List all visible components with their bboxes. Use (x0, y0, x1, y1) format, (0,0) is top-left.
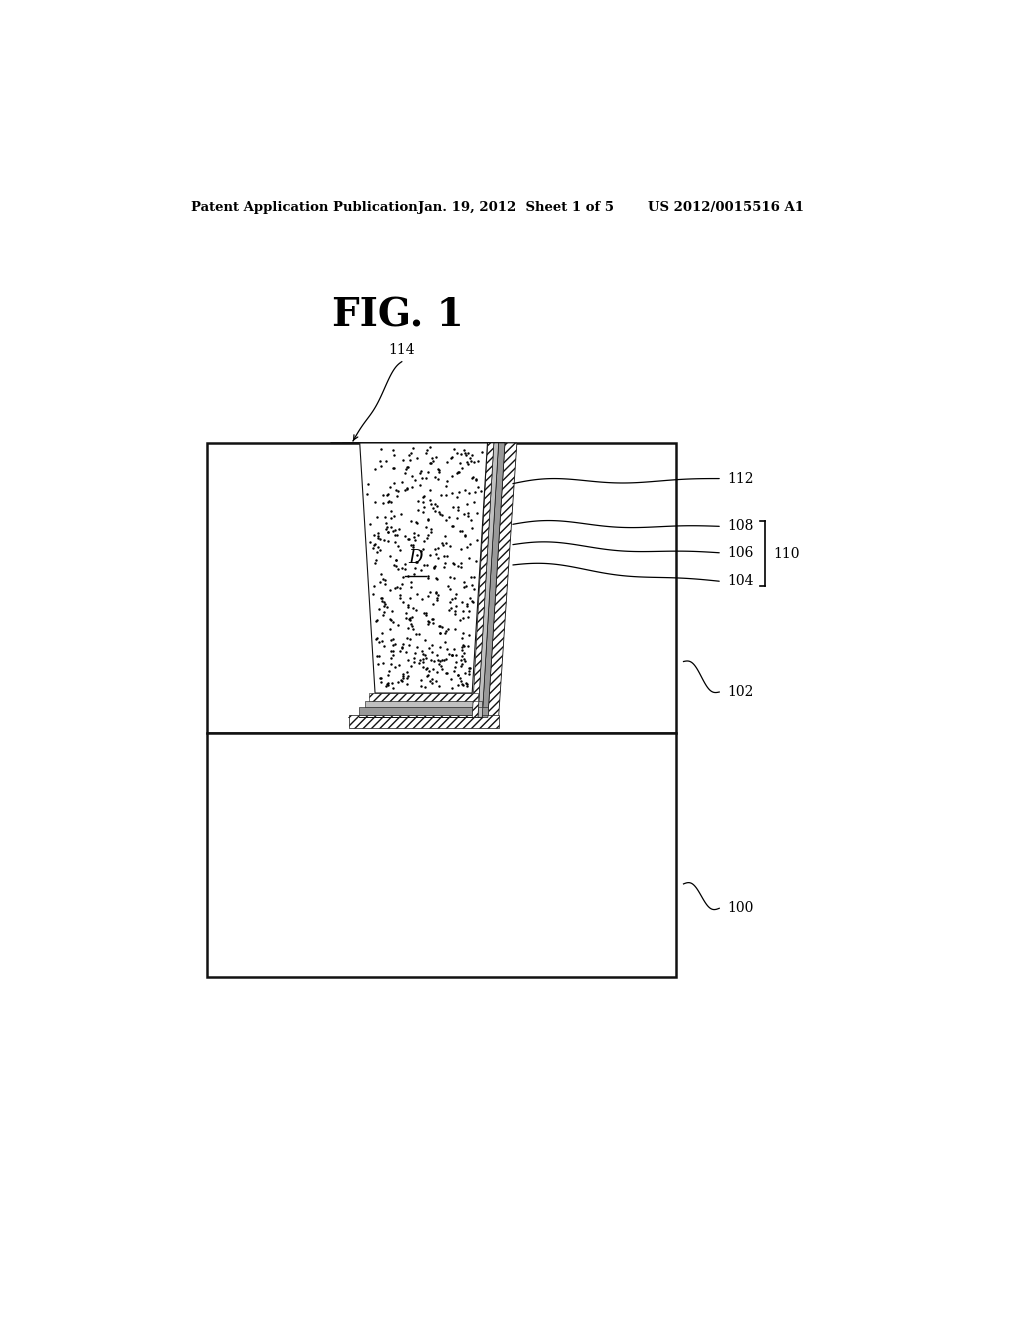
Text: 100: 100 (727, 902, 754, 915)
Text: D: D (409, 549, 423, 566)
Text: 106: 106 (727, 545, 754, 560)
Text: 110: 110 (773, 546, 800, 561)
Bar (370, 693, 478, 701)
Text: Patent Application Publication: Patent Application Publication (191, 201, 418, 214)
Bar (207, 444, 676, 733)
Polygon shape (331, 444, 517, 718)
Text: 104: 104 (727, 574, 754, 589)
Bar (348, 715, 499, 727)
Text: 112: 112 (727, 471, 754, 486)
Polygon shape (348, 444, 499, 718)
Polygon shape (359, 444, 487, 693)
Text: Jan. 19, 2012  Sheet 1 of 5: Jan. 19, 2012 Sheet 1 of 5 (418, 201, 613, 214)
Polygon shape (342, 444, 505, 718)
Text: 108: 108 (727, 519, 754, 533)
Text: US 2012/0015516 A1: US 2012/0015516 A1 (648, 201, 804, 214)
Bar (365, 701, 482, 708)
Text: 102: 102 (727, 685, 754, 700)
Bar (207, 733, 676, 977)
Polygon shape (353, 444, 494, 718)
Text: FIG. 1: FIG. 1 (332, 297, 464, 335)
Bar (359, 708, 487, 715)
Text: 114: 114 (388, 343, 415, 356)
